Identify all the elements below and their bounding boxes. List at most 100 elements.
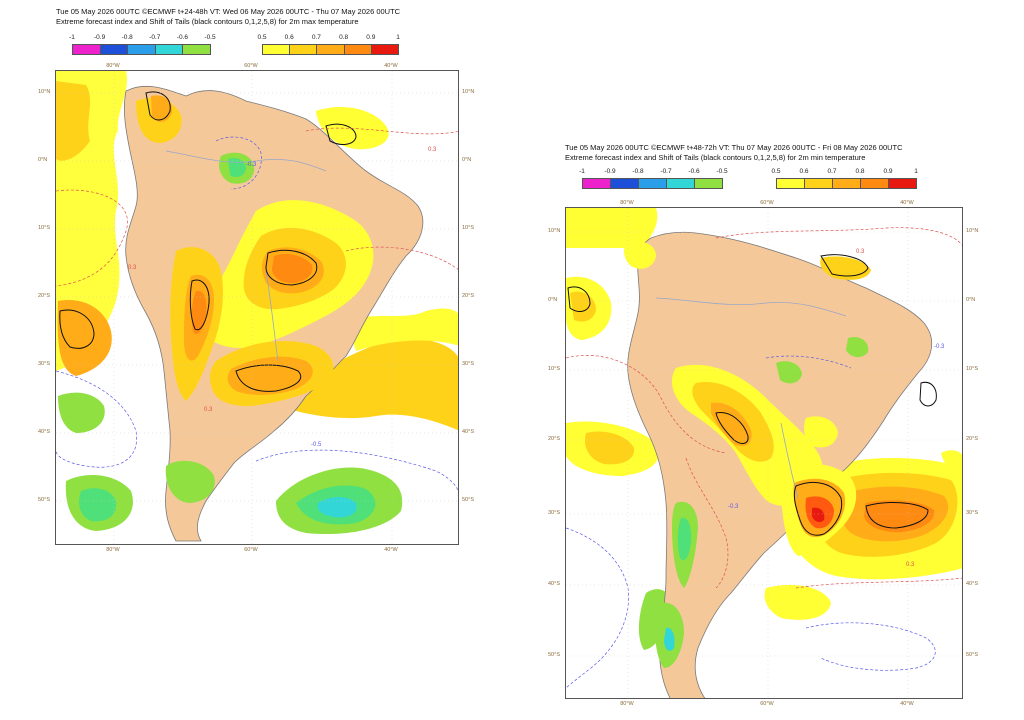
ocean-neg-patch — [58, 392, 105, 433]
lat-label-left: 10°S — [38, 225, 50, 231]
river — [655, 297, 847, 317]
neg-legend-tick-label: -0.5 — [716, 168, 728, 175]
neg-legend-swatch — [666, 178, 695, 189]
neg-legend-swatch — [182, 44, 211, 55]
pos-legend-swatch — [262, 44, 291, 55]
pos-legend-swatch — [316, 44, 345, 55]
land-pos-patch — [191, 290, 207, 335]
panel-2-header-line2: Extreme forecast index and Shift of Tail… — [565, 153, 866, 162]
lat-label-right: 0°N — [966, 297, 976, 303]
efi-neg-contour — [566, 527, 629, 689]
lat-label-right: 40°S — [462, 429, 474, 435]
land-pos-patch — [272, 254, 313, 284]
lat-label-right: 40°S — [966, 581, 978, 587]
sot-contour — [59, 309, 95, 349]
contour-label: -0.3 — [728, 504, 739, 510]
contour-label: 0.3 — [128, 265, 137, 271]
lon-label-bottom: 40°W — [900, 701, 914, 707]
neg-legend-swatch — [610, 178, 639, 189]
pos-legend-tick-label: 0.6 — [799, 168, 809, 175]
neg-legend-swatch — [638, 178, 667, 189]
land-pos-patch — [623, 241, 656, 269]
land-neg-patch — [228, 158, 246, 177]
neg-legend-tick-label: -0.7 — [149, 34, 161, 41]
lat-label-left: 10°N — [548, 228, 561, 234]
land-neg-patch — [776, 361, 802, 384]
contour-label: 0.3 — [856, 249, 865, 255]
pos-legend-swatch — [289, 44, 318, 55]
lat-label-left: 30°S — [548, 510, 560, 516]
panel-1-map: -0.3 0.3 -0.5 0.3 0.3 — [55, 70, 459, 545]
lat-label-right: 20°S — [462, 293, 474, 299]
pos-legend-tick-label: 0.7 — [827, 168, 837, 175]
panel-1-negative-legend: -1 -0.9 -0.8 -0.7 -0.6 -0.5 — [69, 34, 216, 56]
neg-legend-tick-label: -0.5 — [204, 34, 216, 41]
ocean-pos-patch — [346, 308, 458, 351]
lat-label-left: 30°S — [38, 361, 50, 367]
lat-label-left: 10°S — [548, 366, 560, 372]
panel-2-header-line1: Tue 05 May 2026 00UTC ©ECMWF t+48-72h VT… — [565, 143, 903, 152]
land-pos-patch — [711, 402, 752, 447]
neg-legend-tick-label: -0.8 — [121, 34, 133, 41]
neg-legend-tick-label: -1 — [579, 168, 585, 175]
lat-label-right: 10°S — [966, 366, 978, 372]
land-neg-patch — [165, 460, 215, 503]
land-neg-patch — [846, 336, 869, 358]
pos-legend-swatch — [832, 178, 861, 189]
land-pos-patch — [227, 356, 313, 395]
ocean-neg-patch — [79, 488, 117, 522]
lon-label-top: 60°W — [760, 200, 774, 206]
lat-label-left: 0°N — [38, 157, 48, 163]
panel-2-map-svg: -0.3 0.3 0.3 -0.3 — [566, 208, 962, 698]
neg-legend-tick-label: -0.6 — [688, 168, 700, 175]
pos-legend-tick-label: 0.8 — [339, 34, 349, 41]
ocean-neg-patch — [317, 497, 357, 518]
contour-label: 0.3 — [428, 147, 437, 153]
pos-legend-tick-label: 0.7 — [311, 34, 321, 41]
efi-pos-contour — [566, 355, 727, 454]
ocean-pos-patch — [864, 500, 935, 533]
pos-legend-tick-label: 0.9 — [883, 168, 893, 175]
neg-legend-tick-label: -0.7 — [660, 168, 672, 175]
river — [780, 422, 799, 499]
ocean-pos-patch — [56, 81, 91, 161]
pos-legend-swatch — [343, 44, 372, 55]
pos-legend-tick-label: 0.5 — [771, 168, 781, 175]
pos-legend-tick-label: 1 — [914, 168, 918, 175]
lon-label-bottom: 80°W — [620, 701, 634, 707]
pos-legend-swatch — [370, 44, 399, 55]
sot-contour — [793, 482, 843, 536]
pos-legend-swatch — [860, 178, 889, 189]
efi-neg-contour — [255, 449, 458, 492]
neg-legend-swatch — [694, 178, 723, 189]
lat-label-right: 20°S — [966, 436, 978, 442]
efi-pos-contour — [685, 457, 729, 589]
neg-legend-swatch — [99, 44, 129, 55]
panel-2-negative-legend: -1 -0.9 -0.8 -0.7 -0.6 -0.5 — [579, 168, 728, 190]
lat-label-left: 40°S — [38, 429, 50, 435]
lat-label-left: 0°N — [548, 297, 558, 303]
lat-label-right: 0°N — [462, 157, 472, 163]
sot-contour — [189, 279, 210, 331]
pos-legend-tick-label: 1 — [396, 34, 400, 41]
efi-neg-contour — [805, 622, 936, 671]
contour-label: -0.3 — [246, 162, 257, 168]
pos-legend-swatch — [776, 178, 805, 189]
sot-contour — [715, 412, 749, 444]
efi-neg-contour — [215, 136, 262, 190]
neg-legend-swatch — [154, 44, 184, 55]
pos-legend-swatch — [804, 178, 833, 189]
lat-label-right: 10°S — [462, 225, 474, 231]
contour-label: 0.3 — [906, 562, 915, 568]
sot-contour — [820, 254, 869, 277]
panel-2-map: -0.3 0.3 0.3 -0.3 — [565, 207, 963, 699]
contour-label: 0.3 — [204, 407, 213, 413]
lat-label-left: 40°S — [548, 581, 560, 587]
sot-contour — [325, 123, 357, 145]
lat-label-right: 30°S — [462, 361, 474, 367]
neg-legend-tick-label: -0.8 — [632, 168, 644, 175]
lon-label-bottom: 80°W — [106, 547, 120, 553]
lat-label-left: 20°S — [548, 436, 560, 442]
ocean-pos-patch — [566, 208, 658, 248]
land-neg-patch — [664, 627, 675, 651]
